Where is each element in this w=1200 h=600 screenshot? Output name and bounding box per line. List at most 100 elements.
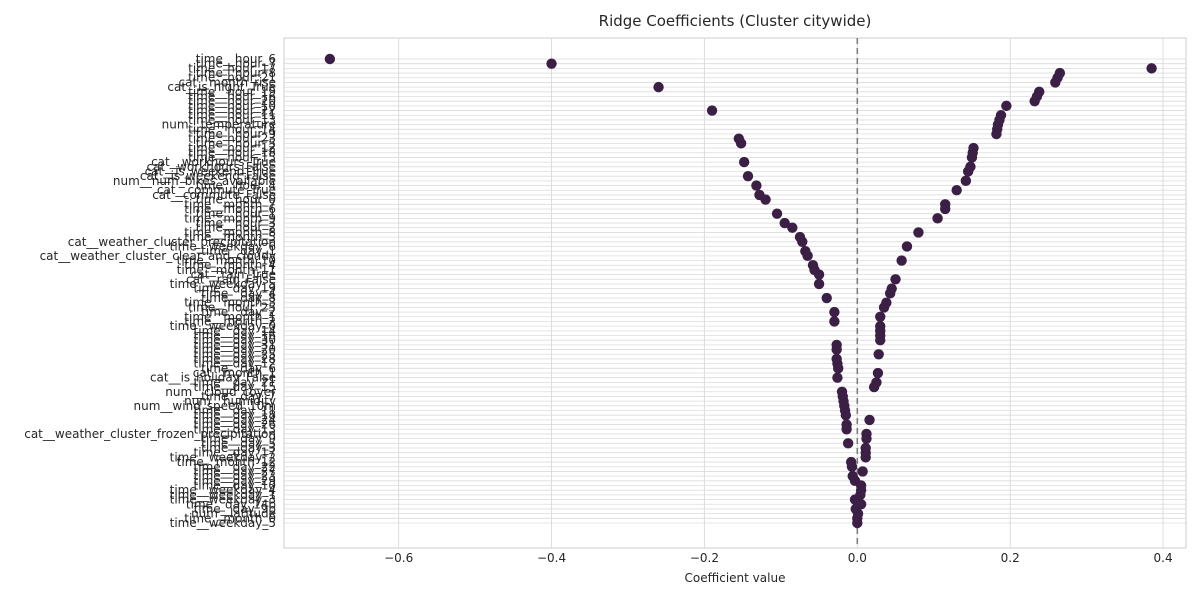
x-axis-label: Coefficient value bbox=[685, 571, 786, 585]
y-tick-label: num__num_bikes_available bbox=[113, 174, 276, 188]
coefficient-point bbox=[852, 517, 863, 529]
coefficient-point bbox=[860, 452, 871, 463]
coefficient-point bbox=[913, 227, 924, 238]
y-tick-label: time__day_19 bbox=[194, 282, 276, 296]
coefficient-point bbox=[878, 302, 890, 313]
coefficient-point bbox=[829, 306, 840, 318]
y-tick-label: time__weekday_6 bbox=[170, 239, 276, 253]
coefficient-point bbox=[738, 156, 750, 168]
y-tick-label: time__weekday_2 bbox=[170, 450, 276, 464]
y-tick-label: time__hour_10 bbox=[188, 99, 276, 113]
y-tick-label: cat__is_night_True bbox=[167, 80, 276, 94]
y-tick-label: time__day_29 bbox=[194, 474, 276, 488]
coefficient-point bbox=[813, 278, 825, 290]
y-tick-label: num__cloud_cover bbox=[165, 385, 276, 399]
coefficient-point bbox=[875, 311, 886, 322]
y-tick-label: time__hour_1 bbox=[196, 207, 276, 221]
y-tick-label: time__day_11 bbox=[194, 404, 276, 418]
coefficient-point bbox=[735, 138, 747, 149]
y-tick-label: cat__workhours_False bbox=[146, 160, 276, 174]
coefficient-point bbox=[884, 288, 896, 299]
y-tick-label: time__month_11 bbox=[177, 263, 276, 277]
coefficient-point bbox=[951, 185, 962, 196]
y-tick-label: time__hour_2 bbox=[196, 221, 276, 235]
coefficient-point bbox=[841, 424, 852, 435]
y-tick-label: time__day_13 bbox=[194, 422, 276, 436]
coefficient-point bbox=[787, 222, 798, 233]
y-tick-label: cat__weather_cluster_frozen_precipitatio… bbox=[24, 427, 276, 441]
y-tick-label: time__hour_18 bbox=[188, 146, 276, 160]
coefficient-point bbox=[779, 217, 790, 229]
y-tick-label: time__month_0 bbox=[184, 511, 276, 525]
coefficient-point bbox=[840, 410, 852, 421]
y-tick-label: time__weekday_5 bbox=[170, 277, 276, 291]
x-tick-label: −0.4 bbox=[537, 551, 566, 565]
x-tick-label: 0.2 bbox=[1001, 551, 1020, 565]
coefficient-point bbox=[813, 269, 825, 280]
y-tick-label: time__hour_14 bbox=[188, 122, 276, 136]
y-tick-label: time__day_6 bbox=[201, 361, 276, 375]
y-tick-label: time__hour_21 bbox=[188, 71, 276, 85]
chart-title: Ridge Coefficients (Cluster citywide) bbox=[599, 12, 872, 30]
y-tick-label: time__weekday_5 bbox=[170, 516, 276, 530]
x-tick-label: 0.0 bbox=[848, 551, 867, 565]
y-tick-label: cat__rain_True bbox=[191, 268, 276, 282]
y-tick-label: time__day_21 bbox=[194, 375, 276, 389]
coefficient-point bbox=[832, 372, 843, 383]
y-tick-label: time__month_9 bbox=[184, 211, 276, 225]
coefficient-point bbox=[857, 466, 868, 477]
y-tick-label: time__day_16 bbox=[194, 329, 276, 343]
y-tick-label: cat__weather_cluster_clear_and_cloudy bbox=[40, 249, 276, 263]
y-tick-label: time__month_4 bbox=[184, 258, 276, 272]
coefficient-point bbox=[751, 180, 762, 191]
coefficient-point bbox=[760, 194, 771, 205]
coefficient-point bbox=[1001, 100, 1012, 112]
coefficient-point bbox=[872, 367, 884, 379]
y-tick-label: time__day_14 bbox=[194, 324, 276, 338]
coefficient-point bbox=[546, 58, 557, 69]
coefficient-point bbox=[962, 166, 974, 177]
y-tick-label: time__weekday_4 bbox=[170, 483, 276, 497]
y-tick-label: time__day_8 bbox=[201, 291, 276, 305]
x-tick-label: 0.4 bbox=[1154, 551, 1173, 565]
y-tick-label: time__day_20 bbox=[194, 343, 276, 357]
y-tick-label: time__hour_7 bbox=[196, 57, 276, 71]
coefficient-point bbox=[797, 236, 808, 247]
coefficient-point bbox=[771, 208, 783, 219]
y-tick-label: time__day_30 bbox=[194, 333, 276, 347]
coefficient-point bbox=[940, 203, 951, 215]
y-tick-label: time__weekday_3 bbox=[170, 493, 276, 507]
y-tick-label: cat__month_rise bbox=[178, 75, 276, 89]
coefficient-point bbox=[832, 363, 844, 374]
y-tick-label: time__day_25 bbox=[194, 347, 276, 361]
coefficient-point bbox=[991, 128, 1002, 140]
coefficient-point bbox=[890, 274, 901, 285]
coefficient-point bbox=[1029, 95, 1040, 107]
coefficient-point bbox=[802, 250, 813, 262]
coefficient-point bbox=[864, 414, 875, 426]
x-tick-labels: −0.6 −0.4 −0.2 0.0 0.2 0.4 bbox=[384, 551, 1173, 565]
coefficient-point bbox=[846, 461, 858, 472]
y-tick-label: cat__is_holiday_False bbox=[150, 371, 276, 385]
y-tick-label: time__day_22 bbox=[194, 460, 276, 474]
y-tick-label: time__hour_23 bbox=[188, 132, 276, 146]
y-tick-label: time__day_10 bbox=[194, 479, 276, 493]
coefficient-point bbox=[960, 175, 972, 187]
x-tick-label: −0.2 bbox=[690, 551, 719, 565]
y-tick-label: time__hour_3 bbox=[196, 216, 276, 230]
coefficient-point bbox=[868, 381, 880, 393]
y-tick-label: time__day_2 bbox=[201, 305, 276, 319]
y-tick-label: time__month_7 bbox=[184, 197, 276, 211]
y-tick-label: time__weekday_1 bbox=[170, 488, 276, 502]
y-tick-label: time__day_24 bbox=[194, 413, 276, 427]
y-tick-label: cat__is_weekend_True bbox=[145, 164, 276, 178]
coefficient-point bbox=[324, 53, 336, 65]
y-tick-label: time__hour_0 bbox=[196, 193, 276, 207]
y-tick-label: time__day_7 bbox=[201, 389, 276, 403]
y-tick-label: time__day_12 bbox=[194, 357, 276, 371]
coefficient-point bbox=[706, 105, 718, 116]
y-tick-label: cat__commute_True bbox=[157, 183, 276, 197]
y-tick-label: time__hour_22 bbox=[188, 104, 276, 118]
y-tick-label: time__hour_12 bbox=[188, 141, 276, 155]
